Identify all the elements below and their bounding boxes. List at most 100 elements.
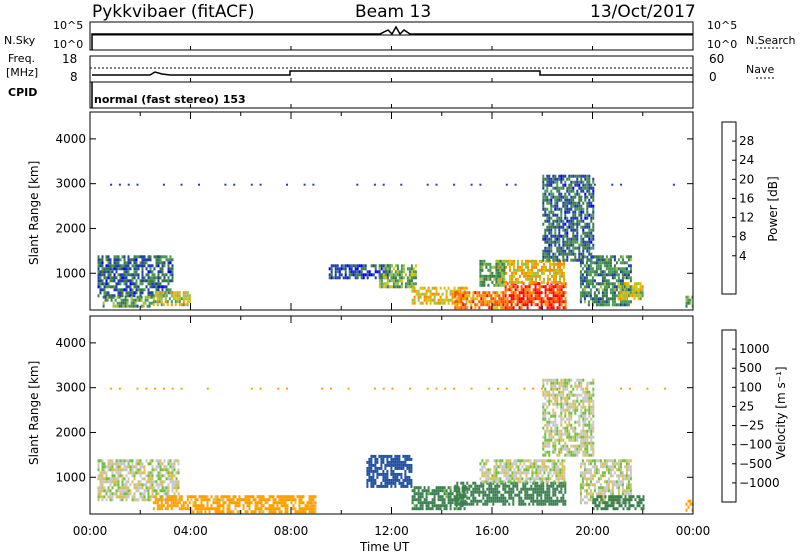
velocity-cell [580,438,583,442]
power-cell [552,252,555,256]
power-cell [99,264,102,268]
velocity-cell [376,457,379,461]
power-cell [127,183,130,186]
power-cell [514,288,517,292]
velocity-cell [552,378,555,382]
power-cell [404,285,407,289]
velocity-cell [596,504,599,508]
power-cell [538,288,541,292]
velocity-cell [206,504,209,508]
power-cell [570,243,573,247]
velocity-cell [592,390,595,394]
power-cell [388,270,391,274]
velocity-cell [581,471,584,475]
velocity-cell [272,510,275,514]
velocity-cell [166,498,169,502]
power-cell [336,264,339,268]
velocity-cell [532,502,535,506]
power-cell [150,301,153,305]
power-cell [103,285,106,289]
velocity-cell [390,454,393,458]
velocity-cell [462,499,465,503]
power-cell [564,243,567,247]
velocity-cell [507,459,510,463]
power-cell [623,270,626,274]
velocity-cell [539,471,542,475]
power-cell [555,280,557,284]
velocity-cell [607,501,610,505]
velocity-cell [427,504,430,508]
velocity-cell [580,435,583,439]
velocity-cell [534,487,537,491]
power-cell [348,270,351,274]
power-cell [165,273,168,277]
velocity-cell [582,411,585,415]
power-cell [564,207,567,211]
power-cell [415,292,418,296]
velocity-cell [161,486,164,490]
velocity-cell [312,495,315,499]
velocity-cell [507,477,510,481]
power-cell [558,207,561,211]
velocity-cell [99,474,102,478]
power-cell [546,294,549,298]
power-heatmap [97,174,694,310]
velocity-cell [200,498,203,502]
velocity-cell [579,474,582,478]
power-cell [639,297,642,301]
velocity-cell [190,498,193,502]
power-cell [141,270,144,274]
power-cell [625,285,628,289]
power-cell [113,261,116,265]
power-cell [579,276,582,280]
power-cell [511,262,513,266]
power-cell [549,271,551,275]
power-cell [555,262,557,266]
velocity-cell [566,447,569,451]
power-cell [528,297,531,301]
power-cell [539,259,541,263]
velocity-cell [160,498,163,502]
power-cell [143,255,146,259]
velocity-cell [172,498,175,502]
power-cell [605,291,608,295]
velocity-cell [145,474,148,478]
velocity-cell [554,402,557,406]
velocity-cell [101,489,104,493]
velocity-cell [580,411,583,415]
velocity-cell [570,411,573,415]
velocity-cell [472,490,475,494]
velocity-cell [254,507,257,511]
velocity-cell [541,477,544,481]
power-cell [589,273,592,277]
velocity-cell [588,390,591,394]
power-cell [502,297,505,301]
velocity-cell [222,501,225,505]
power-cell [556,180,559,184]
power-cell [546,201,549,205]
velocity-cell [218,510,221,514]
power-cell [542,195,545,199]
velocity-cell [558,414,561,418]
power-cell [528,285,531,289]
velocity-cell [551,468,554,472]
velocity-cell [588,405,591,409]
velocity-cell [568,420,571,424]
velocity-cell [141,498,144,502]
power-cell [150,295,153,299]
power-cell [522,303,525,307]
velocity-cell [162,504,165,508]
power-cell [546,213,549,217]
velocity-cell [558,438,561,442]
power-cell [492,300,495,304]
velocity-cell [476,484,479,488]
velocity-cell [404,475,407,479]
power-cell [400,285,403,289]
velocity-cell [599,477,602,481]
velocity-cell [135,483,138,487]
power-cell [532,297,535,301]
power-cell [496,303,499,307]
velocity-cell [165,486,168,490]
power-cell [137,285,140,289]
power-cell [157,282,160,286]
